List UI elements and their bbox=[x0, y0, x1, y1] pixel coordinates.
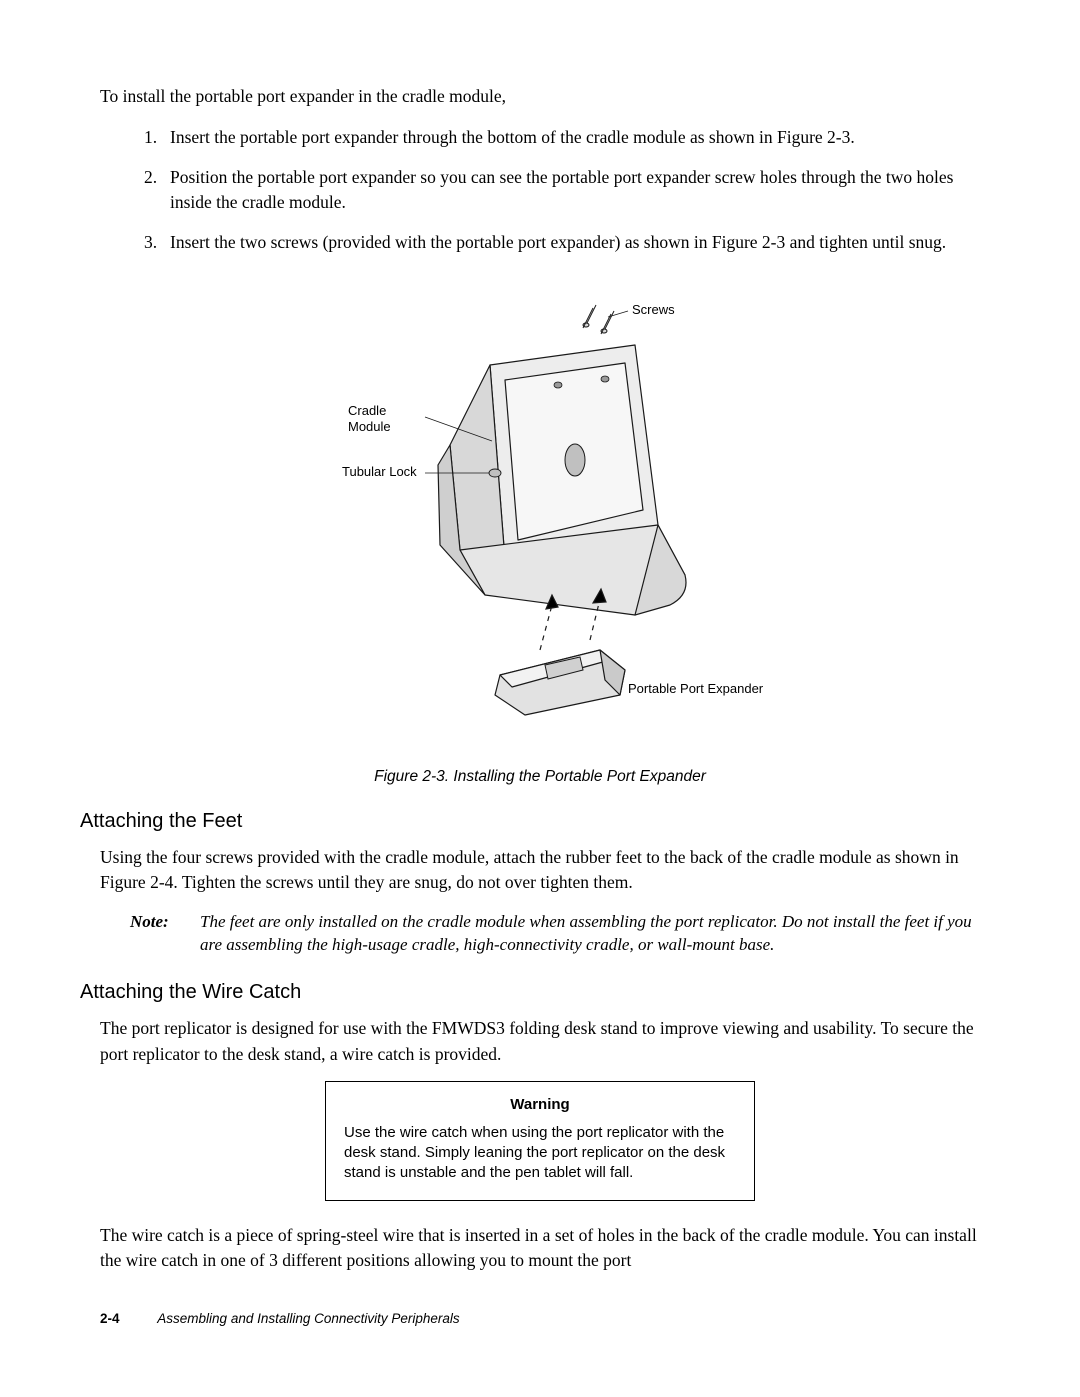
label-ppe: Portable Port Expander bbox=[628, 681, 764, 696]
warning-title: Warning bbox=[344, 1096, 736, 1113]
feet-note: Note: The feet are only installed on the… bbox=[130, 910, 980, 958]
intro-text: To install the portable port expander in… bbox=[100, 84, 980, 109]
feet-body: Using the four screws provided with the … bbox=[100, 845, 980, 896]
heading-attaching-wire-catch: Attaching the Wire Catch bbox=[80, 981, 980, 1004]
note-text: The feet are only installed on the cradl… bbox=[200, 910, 980, 958]
step-2-text: Position the portable port expander so y… bbox=[170, 165, 980, 216]
warning-body: Use the wire catch when using the port r… bbox=[344, 1123, 736, 1184]
figure-caption: Figure 2-3. Installing the Portable Port… bbox=[100, 768, 980, 786]
install-steps-list: 1.Insert the portable port expander thro… bbox=[144, 125, 980, 255]
warning-box: Warning Use the wire catch when using th… bbox=[325, 1081, 755, 1201]
label-screws: Screws bbox=[632, 302, 675, 317]
label-cradle-module-2: Module bbox=[348, 419, 391, 434]
figure-2-3: Screws Cradle Module Tubular Lock Portab… bbox=[100, 295, 980, 786]
page-footer: 2-4 Assembling and Installing Connectivi… bbox=[100, 1311, 980, 1326]
step-3-text: Insert the two screws (provided with the… bbox=[170, 230, 980, 255]
figure-diagram: Screws Cradle Module Tubular Lock Portab… bbox=[290, 295, 790, 725]
step-3: 3.Insert the two screws (provided with t… bbox=[144, 230, 980, 255]
note-label: Note: bbox=[130, 910, 200, 958]
wire-body-1: The port replicator is designed for use … bbox=[100, 1016, 980, 1067]
label-cradle-module-1: Cradle bbox=[348, 403, 386, 418]
label-tubular-lock: Tubular Lock bbox=[342, 464, 417, 479]
wire-body-2: The wire catch is a piece of spring-stee… bbox=[100, 1223, 980, 1274]
page-number: 2-4 bbox=[100, 1311, 120, 1326]
step-2: 2.Position the portable port expander so… bbox=[144, 165, 980, 216]
step-1: 1.Insert the portable port expander thro… bbox=[144, 125, 980, 150]
heading-attaching-feet: Attaching the Feet bbox=[80, 810, 980, 833]
step-1-text: Insert the portable port expander throug… bbox=[170, 125, 980, 150]
chapter-title: Assembling and Installing Connectivity P… bbox=[157, 1311, 459, 1326]
